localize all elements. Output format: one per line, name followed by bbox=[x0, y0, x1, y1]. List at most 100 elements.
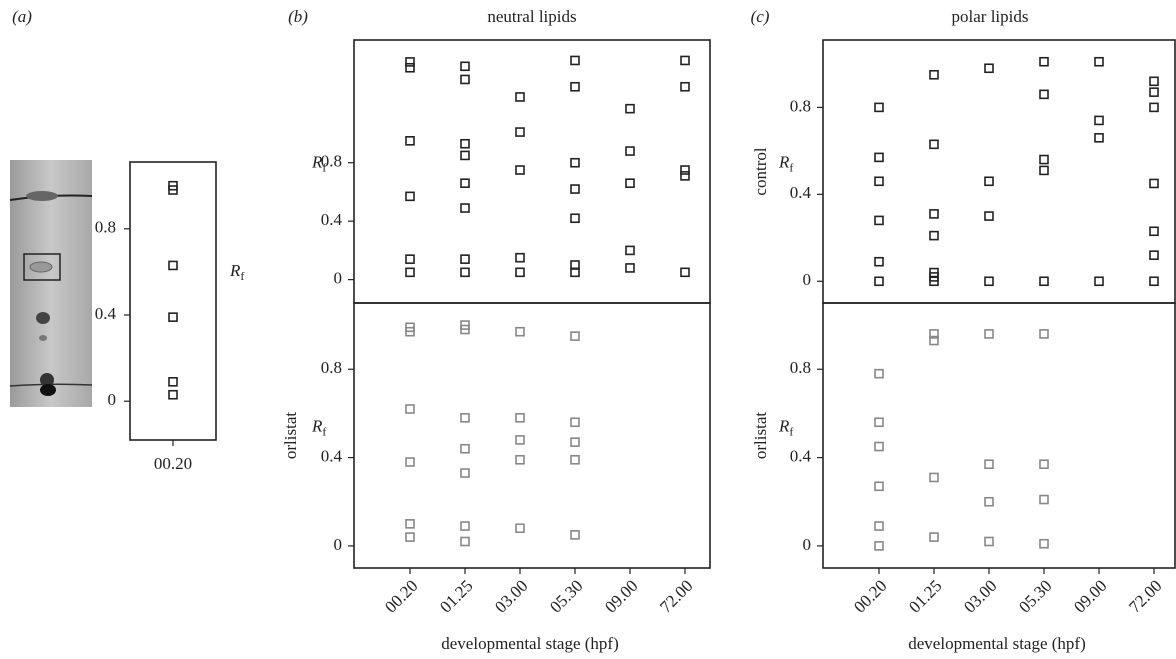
y-tick-label: 0 bbox=[803, 535, 812, 554]
data-point bbox=[570, 417, 580, 428]
data-point bbox=[168, 312, 178, 322]
tlc-plate-image bbox=[9, 160, 93, 407]
data-point bbox=[460, 468, 470, 478]
data-point bbox=[874, 441, 884, 452]
data-point bbox=[680, 165, 690, 175]
data-point bbox=[984, 329, 994, 339]
row-label: orlistat bbox=[751, 412, 770, 459]
data-point bbox=[625, 178, 635, 188]
y-axis-label-main: R bbox=[311, 416, 323, 435]
data-point bbox=[460, 74, 470, 85]
y-tick-label: 0.4 bbox=[95, 304, 117, 323]
data-point bbox=[680, 55, 690, 66]
data-point bbox=[929, 329, 939, 339]
row-label: orlistat bbox=[281, 412, 300, 459]
data-point bbox=[515, 326, 525, 337]
data-point bbox=[1039, 89, 1049, 100]
data-point bbox=[625, 146, 635, 156]
plot-frame bbox=[822, 302, 1176, 569]
data-point bbox=[515, 454, 525, 465]
data-point bbox=[168, 377, 178, 387]
data-point bbox=[515, 523, 525, 534]
data-point bbox=[168, 185, 178, 195]
data-point bbox=[405, 136, 415, 146]
data-point bbox=[1039, 494, 1049, 505]
x-tick-label: 00.20 bbox=[154, 454, 192, 473]
y-tick-label: 0.4 bbox=[790, 183, 812, 202]
y-tick-label: 0 bbox=[803, 270, 812, 289]
data-point bbox=[1149, 178, 1159, 189]
data-point bbox=[1039, 459, 1049, 470]
data-point bbox=[1149, 226, 1159, 237]
data-point bbox=[515, 127, 525, 137]
data-point bbox=[405, 519, 415, 529]
data-point bbox=[515, 267, 525, 278]
data-point bbox=[515, 165, 525, 175]
y-tick-label: 0.8 bbox=[790, 358, 811, 377]
x-tick-label: 01.25 bbox=[436, 576, 476, 616]
x-tick-label: 00.20 bbox=[381, 576, 421, 616]
data-point bbox=[460, 254, 470, 264]
data-point bbox=[929, 209, 939, 219]
y-tick-label: 0.8 bbox=[321, 152, 342, 171]
data-point bbox=[460, 138, 470, 149]
y-axis-label-main: R bbox=[778, 416, 790, 435]
data-point bbox=[1094, 133, 1104, 143]
data-point bbox=[460, 203, 470, 213]
data-point bbox=[1039, 329, 1049, 339]
panel-label: (a) bbox=[12, 7, 32, 26]
y-tick-label: 0.8 bbox=[790, 96, 811, 115]
data-point bbox=[929, 276, 939, 287]
data-point bbox=[874, 152, 884, 163]
data-point bbox=[680, 267, 690, 278]
data-point bbox=[405, 191, 415, 202]
data-point bbox=[570, 184, 580, 194]
y-axis-label-main: R bbox=[311, 152, 323, 171]
data-point bbox=[570, 55, 580, 66]
data-point bbox=[874, 481, 884, 492]
data-point bbox=[570, 331, 580, 341]
x-tick-label: 09.00 bbox=[1070, 576, 1110, 616]
y-tick-label: 0.8 bbox=[95, 218, 116, 237]
data-point bbox=[929, 472, 939, 483]
x-tick-label: 05.30 bbox=[546, 576, 586, 616]
data-point bbox=[515, 252, 525, 263]
data-point bbox=[460, 324, 470, 335]
x-axis-label: developmental stage (hpf) bbox=[908, 634, 1086, 653]
y-tick-label: 0 bbox=[334, 535, 343, 554]
panel-label: (c) bbox=[751, 7, 770, 26]
data-point bbox=[874, 541, 884, 551]
data-point bbox=[460, 521, 470, 531]
data-point bbox=[625, 263, 635, 273]
data-point bbox=[460, 267, 470, 278]
data-point bbox=[570, 81, 580, 92]
data-point bbox=[460, 413, 470, 423]
data-point bbox=[984, 276, 994, 287]
x-tick-label: 05.30 bbox=[1015, 576, 1055, 616]
panel-label: (b) bbox=[288, 7, 308, 26]
y-axis-label-main: R bbox=[229, 261, 241, 280]
y-axis-label: Rf bbox=[229, 261, 244, 283]
y-axis-label: Rf bbox=[311, 152, 326, 174]
data-point bbox=[1149, 76, 1159, 87]
data-point bbox=[625, 103, 635, 114]
y-axis-label-sub: f bbox=[240, 269, 244, 283]
data-point bbox=[1149, 250, 1159, 260]
data-point bbox=[874, 215, 884, 226]
x-tick-label: 72.00 bbox=[656, 576, 696, 616]
data-point bbox=[874, 256, 884, 267]
data-point bbox=[405, 457, 415, 467]
panel-title: neutral lipids bbox=[487, 7, 576, 26]
y-axis-label: Rf bbox=[778, 416, 793, 438]
data-point bbox=[874, 176, 884, 187]
panel-title: polar lipids bbox=[952, 7, 1029, 26]
y-axis-label-main: R bbox=[778, 152, 790, 171]
data-point bbox=[1149, 87, 1159, 97]
data-point bbox=[1039, 165, 1049, 176]
y-axis-label-sub: f bbox=[322, 424, 326, 438]
data-point bbox=[570, 267, 580, 278]
x-tick-label: 09.00 bbox=[601, 576, 641, 616]
data-point bbox=[405, 57, 415, 67]
data-point bbox=[1039, 56, 1049, 67]
